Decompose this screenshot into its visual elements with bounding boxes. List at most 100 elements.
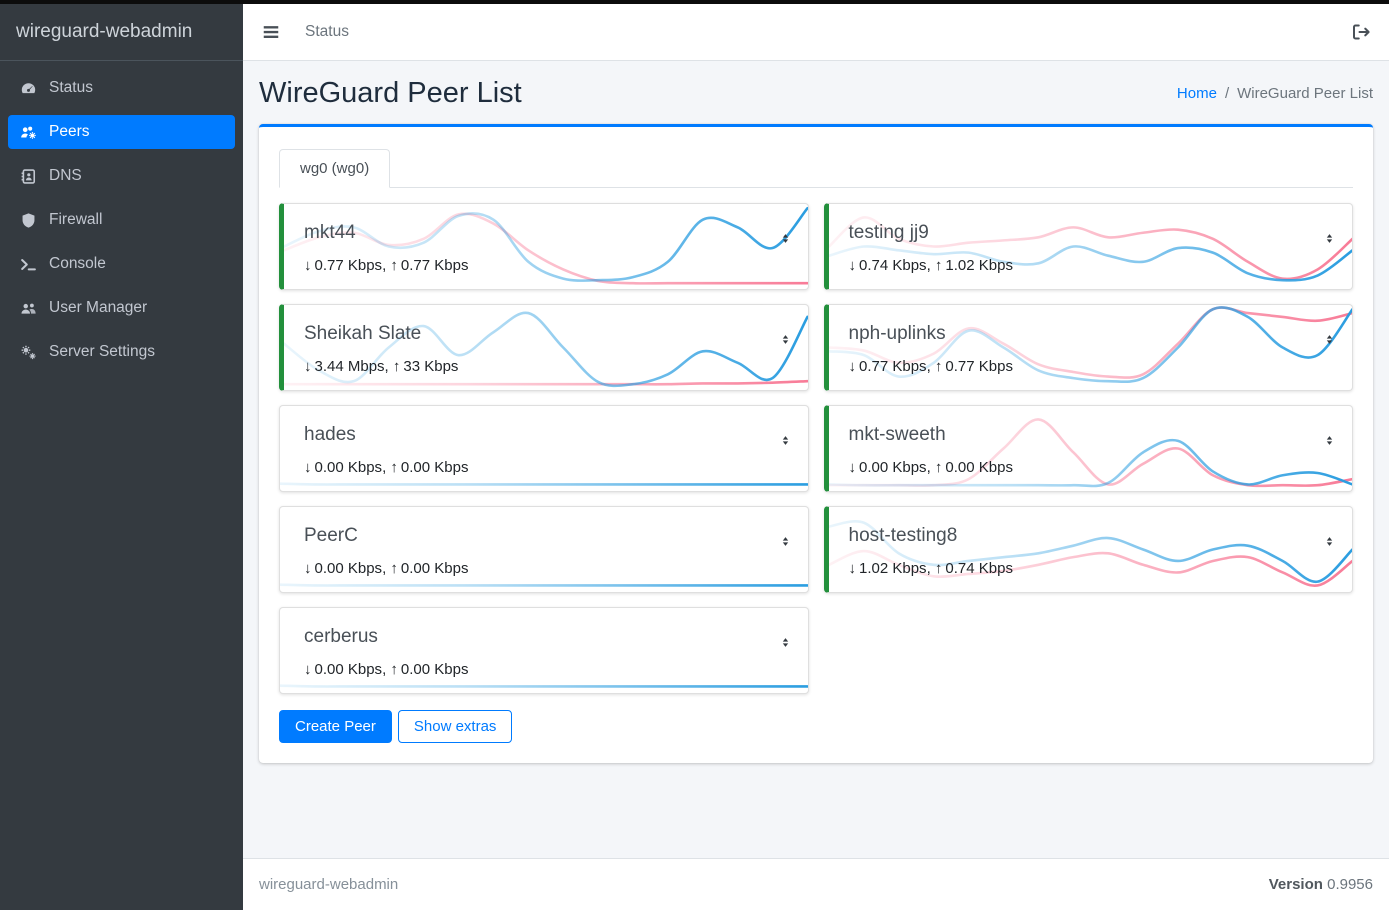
traffic-sparkline — [829, 507, 1353, 592]
sort-icon[interactable] — [779, 635, 792, 650]
download-rate: 0.00 Kbps — [314, 560, 383, 577]
peer-card[interactable]: nph-uplinks ↓ 0.77 Kbps, ↑ 0.77 Kbps — [823, 304, 1353, 391]
download-rate: 0.77 Kbps — [314, 257, 383, 274]
sidebar-item-status[interactable]: Status — [8, 71, 235, 105]
upload-arrow-icon: ↑ — [392, 358, 401, 375]
upload-rate: 1.02 Kbps — [945, 257, 1013, 274]
traffic-sparkline — [284, 204, 808, 289]
sidebar-item-label: Peers — [49, 123, 90, 140]
download-rate: 0.74 Kbps — [859, 257, 927, 274]
cogs-icon — [18, 344, 38, 361]
breadcrumb-current: WireGuard Peer List — [1237, 85, 1373, 102]
traffic-sparkline — [829, 305, 1353, 390]
show-extras-button[interactable]: Show extras — [397, 710, 513, 743]
topbar-status-link[interactable]: Status — [305, 23, 349, 40]
traffic-sparkline — [829, 204, 1353, 289]
peer-grid: mkt44 ↓ 0.77 Kbps, ↑ 0.77 Kbps Sheikah Sla… — [279, 203, 1353, 694]
peer-card[interactable]: mkt-sweeth ↓ 0.00 Kbps, ↑ 0.00 Kbps — [823, 405, 1353, 492]
sidebar-item-console[interactable]: Console — [8, 247, 235, 281]
sidebar-item-peers[interactable]: Peers — [8, 115, 235, 149]
sort-icon[interactable] — [1323, 534, 1336, 549]
sort-icon[interactable] — [1323, 231, 1336, 246]
download-rate: 0.00 Kbps — [314, 459, 383, 476]
peer-transfer: ↓ 0.00 Kbps, ↑ 0.00 Kbps — [304, 560, 788, 577]
transfer-separator: , — [926, 560, 935, 577]
breadcrumb-separator: / — [1224, 85, 1230, 102]
upload-arrow-icon: ↑ — [934, 459, 943, 476]
hamburger-menu-icon[interactable] — [261, 22, 281, 42]
sidebar-item-firewall[interactable]: Firewall — [8, 203, 235, 237]
download-arrow-icon: ↓ — [304, 358, 312, 375]
panel-actions: Create Peer Show extras — [279, 710, 1353, 743]
upload-rate: 0.77 Kbps — [400, 257, 469, 274]
download-arrow-icon: ↓ — [304, 459, 312, 476]
transfer-separator: , — [382, 560, 391, 577]
upload-rate: 0.00 Kbps — [400, 661, 469, 678]
download-arrow-icon: ↓ — [304, 257, 312, 274]
page-title: WireGuard Peer List — [259, 77, 522, 109]
download-rate: 0.00 Kbps — [859, 459, 927, 476]
tab-wg0[interactable]: wg0 (wg0) — [279, 149, 391, 188]
upload-arrow-icon: ↑ — [934, 257, 943, 274]
peer-name: Sheikah Slate — [304, 323, 422, 344]
breadcrumb: Home / WireGuard Peer List — [1177, 85, 1373, 102]
peer-name: mkt44 — [304, 222, 356, 243]
peer-card[interactable]: hades ↓ 0.00 Kbps, ↑ 0.00 Kbps — [279, 405, 809, 492]
transfer-separator: , — [382, 661, 391, 678]
upload-arrow-icon: ↑ — [390, 560, 398, 577]
sidebar-item-label: Firewall — [49, 211, 103, 228]
peer-card[interactable]: testing jj9 ↓ 0.74 Kbps, ↑ 1.02 Kbps — [823, 203, 1353, 290]
peer-card[interactable]: Sheikah Slate ↓ 3.44 Mbps, ↑ 33 Kbps — [279, 304, 809, 391]
upload-rate: 0.00 Kbps — [400, 459, 469, 476]
upload-rate: 0.00 Kbps — [945, 459, 1013, 476]
peer-name: hades — [304, 424, 356, 445]
peer-transfer: ↓ 0.77 Kbps, ↑ 0.77 Kbps — [304, 257, 788, 274]
peer-name: host-testing8 — [848, 525, 958, 546]
breadcrumb-home-link[interactable]: Home — [1176, 85, 1217, 102]
download-arrow-icon: ↓ — [848, 459, 857, 476]
upload-arrow-icon: ↑ — [934, 358, 943, 375]
sidebar-nav: Status Peers DNS Firewall Console User M… — [0, 61, 243, 379]
traffic-sparkline — [284, 305, 808, 390]
peer-transfer: ↓ 0.00 Kbps, ↑ 0.00 Kbps — [849, 459, 1333, 476]
peer-transfer: ↓ 0.77 Kbps, ↑ 0.77 Kbps — [849, 358, 1333, 375]
sort-icon[interactable] — [779, 332, 792, 347]
peer-card[interactable]: mkt44 ↓ 0.77 Kbps, ↑ 0.77 Kbps — [279, 203, 809, 290]
upload-rate: 33 Kbps — [403, 358, 459, 375]
sidebar-item-server-settings[interactable]: Server Settings — [8, 335, 235, 369]
sort-icon[interactable] — [779, 231, 792, 246]
sidebar-item-user-manager[interactable]: User Manager — [8, 291, 235, 325]
sort-icon[interactable] — [779, 534, 792, 549]
sort-icon[interactable] — [779, 433, 792, 448]
sort-icon[interactable] — [1323, 433, 1336, 448]
logout-icon[interactable] — [1351, 22, 1371, 42]
download-rate: 1.02 Kbps — [859, 560, 927, 577]
upload-rate: 0.74 Kbps — [945, 560, 1013, 577]
sidebar-item-label: Console — [49, 255, 106, 272]
footer-app-name: wireguard-webadmin — [259, 876, 399, 893]
sidebar: wireguard-webadmin Status Peers DNS Fire… — [0, 4, 243, 910]
footer-version: Version 0.9956 — [1269, 876, 1373, 893]
download-arrow-icon: ↓ — [848, 560, 857, 577]
brand-link[interactable]: wireguard-webadmin — [0, 4, 243, 61]
traffic-sparkline — [829, 406, 1353, 491]
peer-name: PeerC — [304, 525, 358, 546]
create-peer-button[interactable]: Create Peer — [279, 710, 392, 743]
topbar: Status — [243, 4, 1389, 61]
download-rate: 3.44 Mbps — [314, 358, 385, 375]
footer: wireguard-webadmin Version 0.9956 — [243, 858, 1389, 910]
peer-transfer: ↓ 0.00 Kbps, ↑ 0.00 Kbps — [304, 459, 788, 476]
transfer-separator: , — [926, 358, 935, 375]
traffic-sparkline — [280, 608, 808, 693]
interface-tabs: wg0 (wg0) — [279, 149, 1353, 188]
peer-transfer: ↓ 3.44 Mbps, ↑ 33 Kbps — [304, 358, 788, 375]
peer-card[interactable]: cerberus ↓ 0.00 Kbps, ↑ 0.00 Kbps — [279, 607, 809, 694]
users-cog-icon — [18, 124, 38, 141]
upload-arrow-icon: ↑ — [390, 459, 398, 476]
peer-name: nph-uplinks — [848, 323, 946, 344]
peer-card[interactable]: PeerC ↓ 0.00 Kbps, ↑ 0.00 Kbps — [279, 506, 809, 593]
sidebar-item-dns[interactable]: DNS — [8, 159, 235, 193]
sort-icon[interactable] — [1323, 332, 1336, 347]
peer-card[interactable]: host-testing8 ↓ 1.02 Kbps, ↑ 0.74 Kbps — [823, 506, 1353, 593]
footer-version-label: Version — [1268, 876, 1323, 893]
